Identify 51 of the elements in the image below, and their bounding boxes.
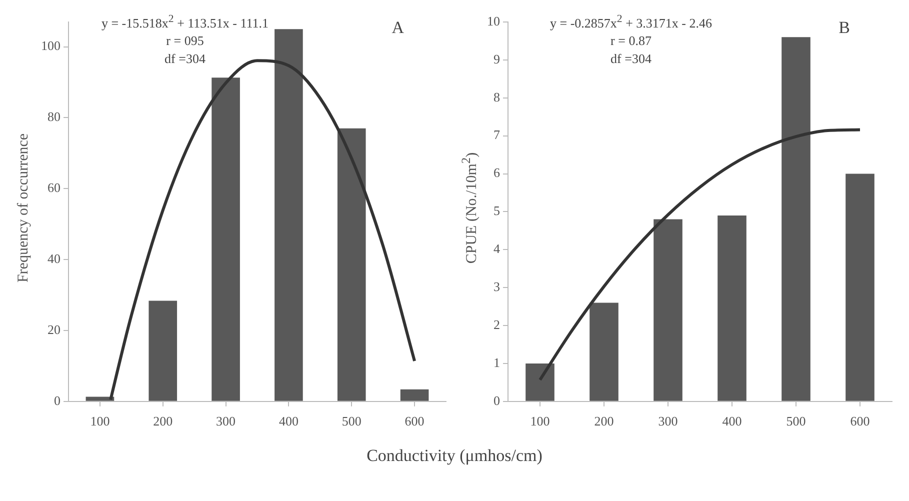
chart-title: B	[838, 18, 850, 38]
annotation: df =304	[610, 50, 652, 68]
x-tick-label: 500	[786, 414, 806, 429]
x-tick-label: 400	[722, 414, 742, 429]
y-tick-label: 8	[494, 89, 500, 104]
annotation: df =304	[164, 50, 206, 68]
annotation: y = -0.2857x$^{2}$ + 3.3171x - 2.46	[548, 12, 713, 32]
bar	[148, 300, 178, 401]
bar	[590, 302, 618, 401]
y-tick-label: 20	[48, 322, 60, 337]
y-tick-label: 9	[494, 51, 500, 66]
bar	[654, 219, 682, 401]
y-tick-label: 2	[494, 316, 500, 332]
y-tick-label: 0	[54, 392, 60, 408]
x-tick-label: 100	[90, 414, 110, 429]
annotation: y = -15.518x$^{2}$ + 113.51x - 111.1	[100, 12, 270, 32]
bar	[274, 29, 303, 401]
bar	[526, 363, 554, 401]
x-tick-label: 300	[216, 414, 236, 429]
annotation: r = 0.87	[610, 32, 652, 50]
y-tick-label: 4	[494, 241, 500, 256]
bar	[782, 37, 810, 401]
chart-title: A	[392, 18, 404, 38]
y-tick-label: 80	[48, 109, 60, 124]
y-axis-title: Frequency of occurrence	[16, 133, 32, 283]
bar	[846, 174, 874, 401]
y-tick-label: 7	[494, 127, 500, 142]
bar	[337, 128, 366, 401]
x-tick-label: 600	[850, 414, 870, 429]
y-tick-label: 60	[48, 180, 60, 196]
bar	[212, 78, 240, 401]
x-tick-label: 400	[278, 414, 298, 429]
line-series	[538, 128, 862, 382]
x-tick-label: 500	[342, 414, 362, 429]
bar	[400, 389, 429, 401]
y-tick-label: 3	[494, 279, 500, 294]
x-tick-label: 600	[404, 414, 424, 429]
annotation: r = 095	[165, 32, 205, 50]
y-tick-label: 0	[494, 392, 500, 408]
x-tick-label: 200	[594, 414, 614, 429]
y-tick-label: 100	[41, 38, 60, 54]
y-tick-label: 5	[494, 203, 500, 218]
x-axis-title: Conductivity (μmhos/cm)	[366, 446, 544, 466]
bar	[718, 215, 746, 401]
y-tick-label: 40	[48, 250, 60, 266]
y-tick-label: 10	[487, 13, 500, 28]
x-tick-label: 100	[530, 414, 550, 429]
x-tick-label: 200	[153, 414, 173, 429]
y-tick-label: 6	[494, 165, 500, 180]
y-tick-label: 1	[494, 354, 500, 370]
x-tick-label: 300	[658, 414, 678, 429]
